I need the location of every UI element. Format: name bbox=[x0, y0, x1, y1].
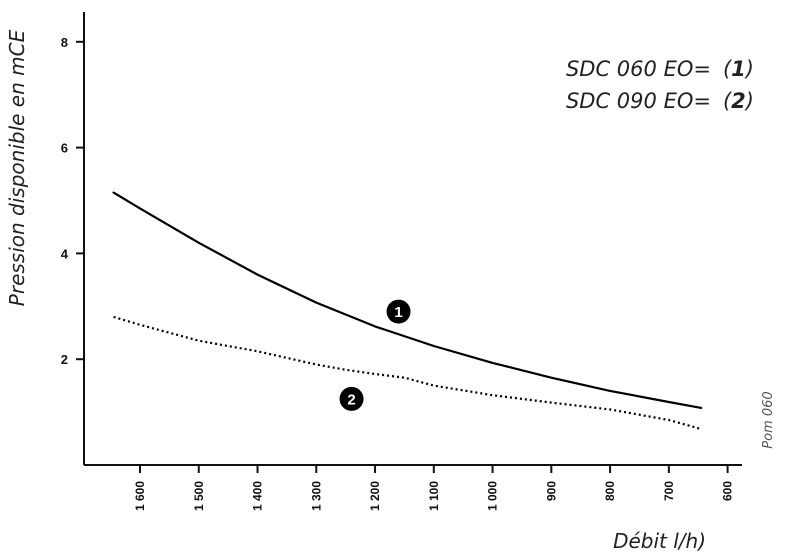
y-tick-label: 8 bbox=[61, 35, 68, 50]
series-line-1 bbox=[112, 191, 703, 409]
axes bbox=[83, 12, 742, 466]
y-tick-label: 2 bbox=[61, 352, 68, 367]
x-tick-label: 1 600 bbox=[133, 481, 147, 511]
x-tick-label: 600 bbox=[721, 481, 735, 501]
series-marker-2: 2 bbox=[339, 386, 364, 411]
legend-entry-2-text: SDC 090 EO= bbox=[566, 89, 711, 113]
x-tick-label: 900 bbox=[544, 481, 558, 501]
legend-entry-2: SDC 090 EO= (2) bbox=[566, 89, 754, 113]
y-ticks: 2 4 6 8 bbox=[61, 35, 84, 367]
x-tick-label: 1 200 bbox=[368, 481, 382, 511]
x-ticks: 1 600 1 500 1 400 1 300 1 200 1 100 1 000 900 80… bbox=[133, 465, 735, 511]
legend-entry-1-num: 1 bbox=[731, 57, 746, 81]
y-tick-label: 6 bbox=[61, 141, 68, 156]
series-layer bbox=[112, 191, 703, 431]
x-tick-label: 800 bbox=[603, 481, 617, 501]
x-tick-label: 1 400 bbox=[251, 481, 265, 511]
x-axis-label: Débit l/h) bbox=[613, 529, 706, 553]
marker-circle bbox=[386, 299, 411, 324]
legend-entry-1: SDC 060 EO= (1) bbox=[566, 57, 754, 81]
y-tick-label: 4 bbox=[61, 246, 69, 261]
y-axis-label: Pression disponible en mCE bbox=[5, 29, 29, 306]
x-tick-label: 1 300 bbox=[309, 481, 323, 511]
marker-circle bbox=[339, 386, 364, 411]
series-marker-1: 1 bbox=[386, 299, 411, 324]
legend: SDC 060 EO= (1) SDC 090 EO= (2) bbox=[566, 57, 754, 113]
reference-code: Pom 060 bbox=[761, 391, 776, 448]
x-tick-label: 1 500 bbox=[192, 481, 206, 511]
series-markers: 12 bbox=[339, 299, 411, 411]
legend-entry-2-num: 2 bbox=[731, 89, 746, 113]
x-tick-label: 700 bbox=[662, 481, 676, 501]
marker-label: 1 bbox=[394, 304, 402, 321]
series-line-2 bbox=[113, 315, 702, 431]
x-tick-label: 1 100 bbox=[427, 481, 441, 511]
x-tick-label: 1 000 bbox=[486, 481, 500, 511]
marker-label: 2 bbox=[347, 391, 355, 408]
legend-entry-1-text: SDC 060 EO= bbox=[566, 57, 711, 81]
